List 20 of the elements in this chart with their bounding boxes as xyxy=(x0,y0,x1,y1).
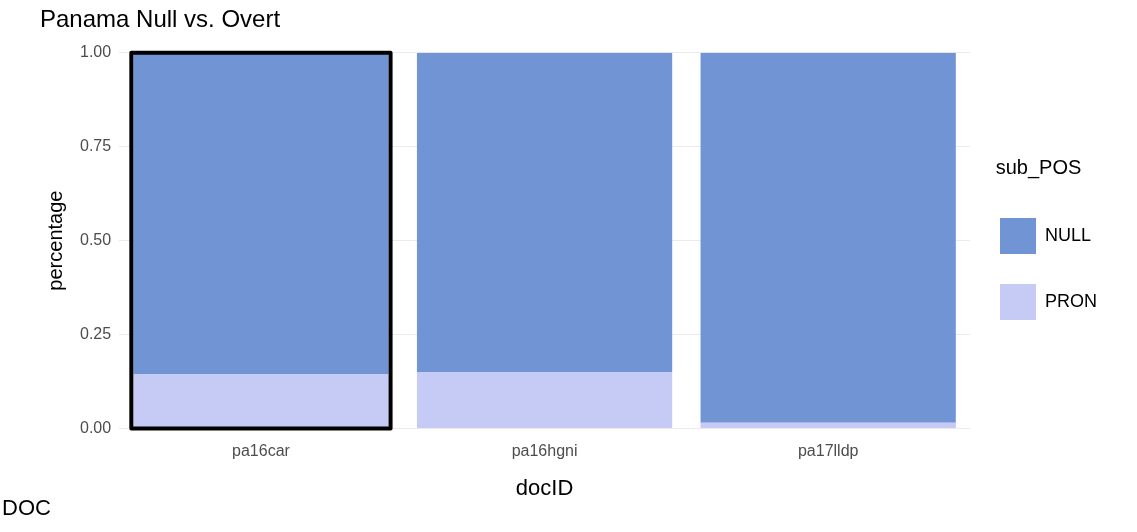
bar xyxy=(700,52,956,423)
y-tick-label: 0.75 xyxy=(80,137,112,155)
chart-title: Panama Null vs. Overt xyxy=(40,5,281,33)
legend-label: PRON xyxy=(1045,290,1098,311)
x-tick-label: pa17lldp xyxy=(797,442,859,460)
x-tick-label: pa16car xyxy=(232,442,291,460)
x-axis-title: docID xyxy=(515,474,574,500)
y-tick-label: 0.50 xyxy=(80,231,112,249)
legend-title: sub_POS xyxy=(995,155,1082,179)
y-tick-label: 0.25 xyxy=(80,324,112,342)
text: DOC xyxy=(2,495,51,520)
y-axis-title: percentage xyxy=(43,190,66,291)
bar xyxy=(133,373,389,428)
x-tick-label: pa16hgni xyxy=(511,442,578,460)
legend-label: NULL xyxy=(1045,224,1092,245)
bar xyxy=(700,422,956,428)
y-tick-label: 0.00 xyxy=(80,418,112,436)
bar xyxy=(416,372,673,428)
y-tick-label: 1.00 xyxy=(80,43,112,61)
bar xyxy=(416,52,673,373)
